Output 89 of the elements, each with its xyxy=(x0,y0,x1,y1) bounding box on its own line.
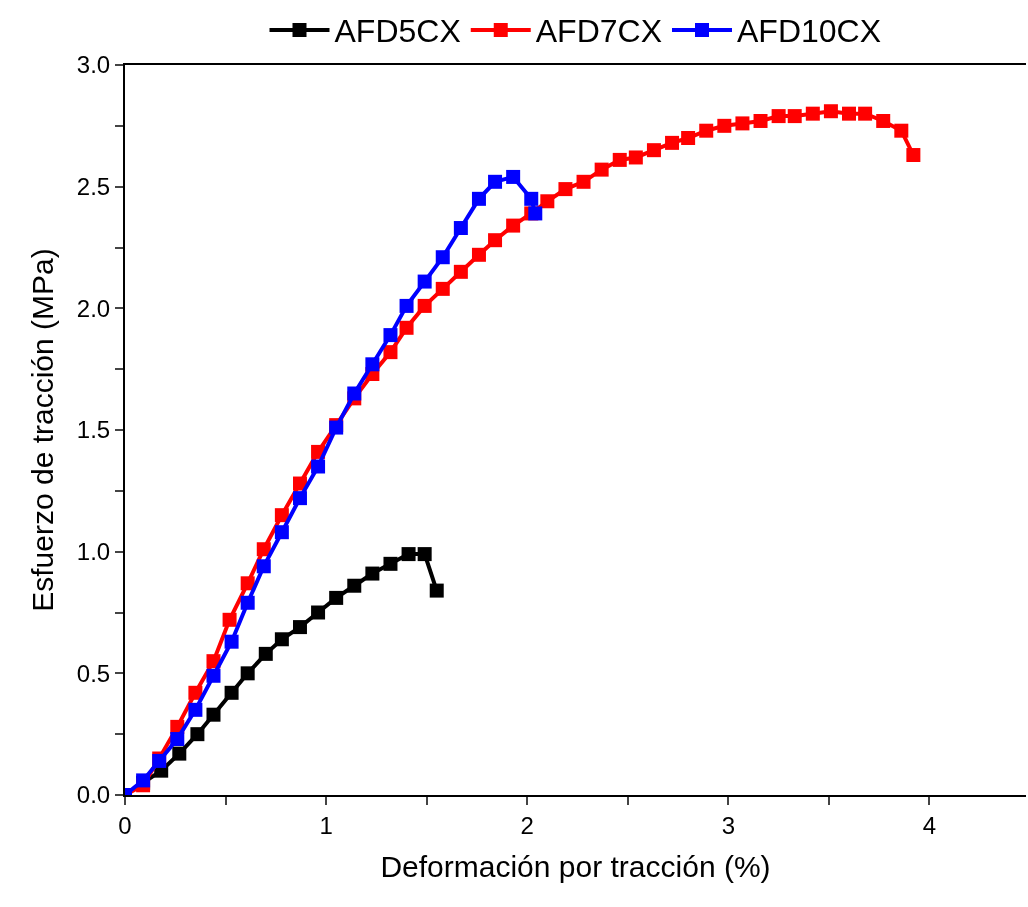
point xyxy=(274,508,289,523)
point xyxy=(383,556,398,571)
point xyxy=(383,345,398,360)
point xyxy=(190,727,205,742)
point xyxy=(429,583,444,598)
point xyxy=(576,174,591,189)
point xyxy=(274,632,289,647)
point xyxy=(858,106,873,121)
point xyxy=(471,247,486,262)
point xyxy=(256,559,271,574)
point xyxy=(699,123,714,138)
point xyxy=(399,320,414,335)
point xyxy=(417,547,432,562)
point xyxy=(256,542,271,557)
point xyxy=(805,106,820,121)
y-tick-label: 0.0 xyxy=(76,781,111,809)
point xyxy=(224,634,239,649)
point xyxy=(417,298,432,313)
point xyxy=(224,685,239,700)
y-tick-label: 2.5 xyxy=(76,173,111,201)
point xyxy=(365,566,380,581)
point xyxy=(471,191,486,206)
point xyxy=(172,746,187,761)
point xyxy=(906,148,921,163)
point xyxy=(258,646,273,661)
point xyxy=(646,143,661,158)
point xyxy=(188,685,203,700)
point xyxy=(240,666,255,681)
point xyxy=(681,131,696,145)
x-tick-label: 1 xyxy=(319,811,333,839)
point xyxy=(240,576,255,591)
point xyxy=(787,109,802,124)
point xyxy=(435,281,450,296)
y-tick-label: 3.0 xyxy=(76,51,111,79)
legend-label: AFD7CX xyxy=(535,13,662,50)
point xyxy=(524,191,539,206)
point xyxy=(206,668,221,683)
x-tick-label: 2 xyxy=(520,811,534,839)
point xyxy=(222,612,237,627)
point xyxy=(240,595,255,610)
point xyxy=(347,578,362,593)
point xyxy=(399,298,414,313)
point xyxy=(453,264,468,279)
point xyxy=(842,106,857,121)
point xyxy=(753,113,768,128)
point xyxy=(170,732,185,747)
point xyxy=(594,162,609,177)
x-tick-label: 0 xyxy=(118,811,132,839)
point xyxy=(717,118,732,133)
point xyxy=(417,274,432,289)
point xyxy=(347,386,362,401)
point xyxy=(274,525,289,540)
legend-label: AFD5CX xyxy=(334,13,461,50)
point xyxy=(628,150,643,165)
point xyxy=(383,328,398,343)
y-tick-label: 2.0 xyxy=(76,294,111,322)
point xyxy=(540,194,555,209)
y-tick-label: 1.0 xyxy=(76,538,111,566)
point xyxy=(823,104,838,119)
x-tick-label: 4 xyxy=(922,811,937,839)
point xyxy=(311,459,326,474)
point xyxy=(206,707,221,722)
point xyxy=(528,206,543,221)
point xyxy=(876,113,891,128)
x-axis-title: Deformación por tracción (%) xyxy=(380,849,771,883)
point xyxy=(329,590,344,605)
point xyxy=(558,182,573,197)
point xyxy=(488,174,503,189)
point xyxy=(292,620,307,635)
point xyxy=(365,357,380,372)
legend-label: AFD10CX xyxy=(737,13,882,50)
point xyxy=(435,250,450,265)
point xyxy=(401,547,416,562)
point xyxy=(612,152,627,167)
point xyxy=(894,123,909,138)
point xyxy=(453,221,468,236)
point xyxy=(506,218,521,233)
point xyxy=(735,116,750,131)
point xyxy=(311,605,326,620)
point xyxy=(292,491,307,506)
point xyxy=(665,135,680,150)
y-axis-title: Esfuerzo de tracción (MPa) xyxy=(26,248,60,612)
y-tick-label: 0.5 xyxy=(76,659,111,687)
x-tick-label: 3 xyxy=(721,811,736,839)
point xyxy=(506,169,521,184)
point xyxy=(488,233,503,248)
point xyxy=(771,109,786,124)
y-tick-label: 1.5 xyxy=(76,416,111,444)
point xyxy=(188,702,203,717)
